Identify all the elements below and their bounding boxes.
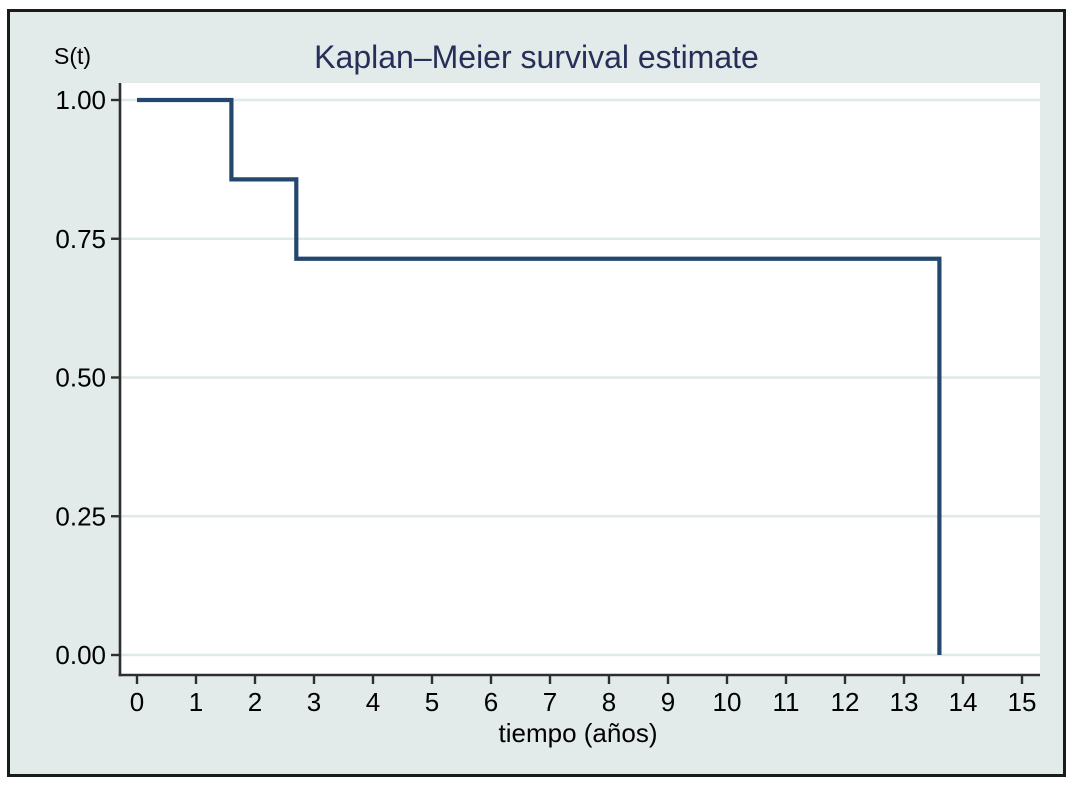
x-tick-label: 4 bbox=[366, 687, 380, 717]
x-tick-label: 3 bbox=[307, 687, 321, 717]
x-tick-label: 13 bbox=[890, 687, 919, 717]
y-tick-label: 1.00 bbox=[55, 85, 106, 115]
x-tick-label: 12 bbox=[831, 687, 860, 717]
y-tick-label: 0.50 bbox=[55, 363, 106, 393]
x-tick-label: 5 bbox=[425, 687, 439, 717]
x-tick-label: 0 bbox=[130, 687, 144, 717]
plot-frame: 1.00 0.75 0.50 0.25 0.00 0 1 2 3 4 5 6 7 8 9 10 11 12 13 14… bbox=[7, 9, 1066, 777]
plot-area bbox=[120, 83, 1040, 675]
km-step-curve bbox=[137, 97, 942, 655]
x-tick-label: 7 bbox=[543, 687, 557, 717]
x-tick-label: 1 bbox=[189, 687, 203, 717]
x-tick-label: 6 bbox=[484, 687, 498, 717]
x-axis-title: tiempo (años) bbox=[498, 718, 658, 748]
y-tick-label: 0.75 bbox=[55, 224, 106, 254]
x-tick-label: 2 bbox=[248, 687, 262, 717]
km-chart: 1.000.750.500.250.000 1 2 3 4 5 6 7 8 9 10 11 12 13 14… bbox=[55, 83, 1040, 717]
y-axis-title: S(t) bbox=[54, 43, 92, 69]
y-tick-label: 0.00 bbox=[55, 640, 106, 670]
y-tick-label: 0.25 bbox=[55, 501, 106, 531]
chart-title: Kaplan–Meier survival estimate bbox=[314, 39, 759, 75]
x-tick-label: 8 bbox=[602, 687, 616, 717]
x-tick-label: 11 bbox=[773, 687, 800, 717]
x-tick-label: 14 bbox=[949, 687, 978, 717]
x-tick-label: 10 bbox=[713, 687, 742, 717]
x-tick-label: 15 bbox=[1008, 687, 1037, 717]
x-tick-label: 9 bbox=[661, 687, 675, 717]
